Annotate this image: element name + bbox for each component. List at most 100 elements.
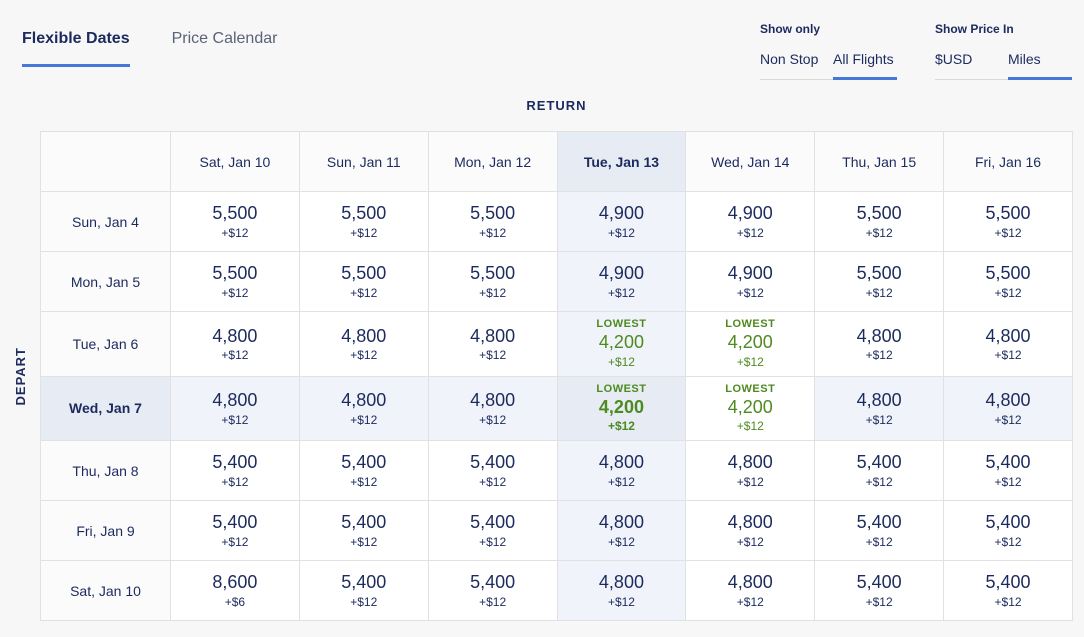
taxes-fee: +$12 [865, 594, 893, 609]
price-cell[interactable]: 5,400 +$12 [814, 560, 945, 621]
price-cell[interactable]: 5,500 +$12 [943, 191, 1073, 252]
price-cell[interactable]: 4,800 +$12 [943, 375, 1073, 441]
price-cell[interactable]: 4,800 +$12 [170, 375, 300, 441]
return-column-header-wed-jan-14[interactable]: Wed, Jan 14 [685, 131, 816, 192]
depart-row-header-fri-jan-9[interactable]: Fri, Jan 9 [40, 500, 171, 561]
taxes-fee: +$12 [736, 534, 764, 549]
depart-row-header-sun-jan-4[interactable]: Sun, Jan 4 [40, 191, 171, 252]
depart-row-header-thu-jan-8[interactable]: Thu, Jan 8 [40, 440, 171, 501]
taxes-fee: +$12 [736, 285, 764, 300]
miles-price: 5,400 [341, 572, 387, 593]
depart-row-header-sat-jan-10[interactable]: Sat, Jan 10 [40, 560, 171, 621]
taxes-fee: +$12 [865, 412, 893, 427]
price-cell[interactable]: 5,400 +$12 [943, 440, 1073, 501]
return-column-header-fri-jan-16[interactable]: Fri, Jan 16 [943, 131, 1073, 192]
price-cell[interactable]: 4,800 +$12 [556, 440, 687, 501]
price-cell[interactable]: 5,500 +$12 [814, 191, 945, 252]
tab-flexible-dates[interactable]: Flexible Dates [22, 30, 130, 67]
taxes-fee: +$12 [994, 412, 1022, 427]
miles-price: 5,400 [212, 452, 258, 473]
depart-row-header-wed-jan-7[interactable]: Wed, Jan 7 [40, 375, 171, 441]
miles-option[interactable]: Miles [1008, 51, 1072, 80]
miles-price: 5,400 [470, 512, 516, 533]
price-matrix: Sat, Jan 10 Sun, Jan 11 Mon, Jan 12 Tue, Ja… [40, 131, 1073, 621]
taxes-fee: +$12 [607, 285, 635, 300]
taxes-fee: +$12 [994, 594, 1022, 609]
price-cell[interactable]: 4,800 +$12 [685, 560, 816, 621]
price-cell[interactable]: 5,400 +$12 [170, 500, 300, 561]
price-cell[interactable]: 4,800 +$12 [814, 311, 945, 377]
price-cell[interactable]: 5,400 +$12 [427, 560, 558, 621]
miles-price: 5,500 [856, 263, 902, 284]
depart-row-header-mon-jan-5[interactable]: Mon, Jan 5 [40, 251, 171, 312]
price-cell[interactable]: 4,800 +$12 [427, 375, 558, 441]
price-cell[interactable]: 4,800 +$12 [298, 311, 429, 377]
miles-price: 5,400 [341, 512, 387, 533]
miles-price: 4,800 [470, 390, 516, 410]
lowest-badge: LOWEST [725, 318, 776, 330]
price-cell[interactable]: 5,500 +$12 [298, 191, 429, 252]
return-column-header-tue-jan-13[interactable]: Tue, Jan 13 [556, 131, 687, 192]
price-cell[interactable]: 5,400 +$12 [298, 500, 429, 561]
price-cell[interactable]: 5,400 +$12 [298, 560, 429, 621]
taxes-fee: +$12 [479, 412, 507, 427]
price-cell[interactable]: 4,900 +$12 [556, 191, 687, 252]
miles-price: 8,600 [212, 572, 258, 593]
price-cell[interactable]: 5,500 +$12 [170, 191, 300, 252]
price-cell[interactable]: 4,800 +$12 [427, 311, 558, 377]
view-tabs: Flexible Dates Price Calendar [22, 30, 277, 67]
price-cell[interactable]: 4,800 +$12 [556, 500, 687, 561]
price-cell[interactable]: LOWEST 4,200 +$12 [556, 311, 687, 377]
all-flights-option[interactable]: All Flights [833, 51, 897, 80]
miles-price: 4,800 [341, 325, 387, 346]
miles-price: 5,400 [856, 452, 902, 473]
miles-price: 5,500 [470, 263, 516, 284]
price-cell[interactable]: 5,500 +$12 [427, 191, 558, 252]
price-cell[interactable]: 5,400 +$12 [814, 500, 945, 561]
price-cell[interactable]: 4,900 +$12 [685, 251, 816, 312]
taxes-fee: +$12 [865, 285, 893, 300]
price-cell[interactable]: 5,400 +$12 [814, 440, 945, 501]
taxes-fee: +$12 [607, 419, 635, 433]
price-cell[interactable]: 4,800 +$12 [556, 560, 687, 621]
price-cell[interactable]: 4,900 +$12 [556, 251, 687, 312]
usd-option[interactable]: $USD [935, 51, 1008, 80]
price-cell[interactable]: 5,400 +$12 [298, 440, 429, 501]
price-cell[interactable]: 4,800 +$12 [298, 375, 429, 441]
price-cell[interactable]: 5,400 +$12 [943, 560, 1073, 621]
price-cell[interactable]: 5,400 +$12 [427, 440, 558, 501]
price-cell[interactable]: 8,600 +$6 [170, 560, 300, 621]
taxes-fee: +$12 [736, 594, 764, 609]
return-column-header-thu-jan-15[interactable]: Thu, Jan 15 [814, 131, 945, 192]
return-column-header-sun-jan-11[interactable]: Sun, Jan 11 [298, 131, 429, 192]
price-cell[interactable]: LOWEST 4,200 +$12 [685, 375, 816, 441]
price-cell[interactable]: 5,400 +$12 [943, 500, 1073, 561]
price-cell[interactable]: 5,400 +$12 [170, 440, 300, 501]
taxes-fee: +$12 [221, 412, 249, 427]
taxes-fee: +$12 [350, 412, 378, 427]
price-cell[interactable]: 5,500 +$12 [943, 251, 1073, 312]
price-cell[interactable]: 4,800 +$12 [814, 375, 945, 441]
return-column-header-mon-jan-12[interactable]: Mon, Jan 12 [427, 131, 558, 192]
price-cell[interactable]: 5,500 +$12 [298, 251, 429, 312]
price-cell[interactable]: LOWEST 4,200 +$12 [556, 375, 687, 441]
price-cell[interactable]: 4,800 +$12 [943, 311, 1073, 377]
filters: Show only Non Stop All Flights Show Pric… [760, 22, 1074, 80]
price-cell[interactable]: 4,800 +$12 [170, 311, 300, 377]
price-cell[interactable]: 4,800 +$12 [685, 440, 816, 501]
taxes-fee: +$12 [994, 348, 1022, 362]
non-stop-option[interactable]: Non Stop [760, 51, 833, 80]
depart-row-header-tue-jan-6[interactable]: Tue, Jan 6 [40, 311, 171, 377]
price-cell[interactable]: LOWEST 4,200 +$12 [685, 311, 816, 377]
price-cell[interactable]: 5,500 +$12 [170, 251, 300, 312]
depart-axis-label: DEPART [12, 346, 28, 406]
price-cell[interactable]: 5,500 +$12 [814, 251, 945, 312]
price-cell[interactable]: 5,400 +$12 [427, 500, 558, 561]
tab-price-calendar[interactable]: Price Calendar [171, 30, 278, 47]
return-column-header-sat-jan-10[interactable]: Sat, Jan 10 [170, 131, 300, 192]
price-cell[interactable]: 5,500 +$12 [427, 251, 558, 312]
price-cell[interactable]: 4,800 +$12 [685, 500, 816, 561]
miles-price: 4,800 [598, 452, 644, 473]
price-cell[interactable]: 4,900 +$12 [685, 191, 816, 252]
miles-price: 4,800 [470, 325, 516, 346]
